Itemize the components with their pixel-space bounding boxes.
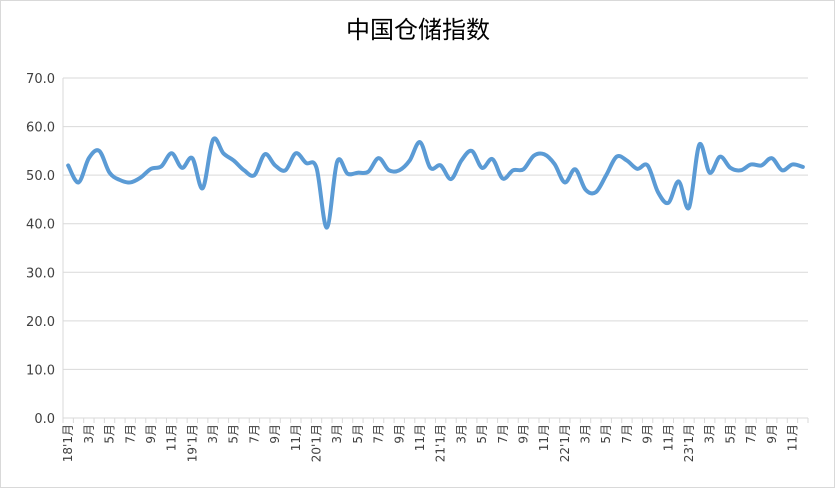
x-tick-label: 9月 bbox=[641, 424, 655, 444]
y-tick-label: 0.0 bbox=[34, 412, 55, 427]
x-tick-label: 11月 bbox=[537, 424, 551, 451]
x-tick-label: 3月 bbox=[703, 424, 717, 444]
x-tick-label: 11月 bbox=[661, 424, 675, 451]
x-tick-label: 7月 bbox=[247, 424, 261, 444]
x-tick-label: 7月 bbox=[620, 424, 634, 444]
x-tick-label: 11月 bbox=[413, 424, 427, 451]
x-tick-label: 3月 bbox=[82, 424, 96, 444]
x-tick-label: 7月 bbox=[744, 424, 758, 444]
x-tick-label: 5月 bbox=[103, 424, 117, 444]
x-tick-label: 5月 bbox=[599, 424, 613, 444]
y-tick-label: 20.0 bbox=[26, 315, 55, 330]
y-tick-label: 30.0 bbox=[26, 266, 55, 281]
x-tick-label: 5月 bbox=[723, 424, 737, 444]
x-tick-label: 7月 bbox=[123, 424, 137, 444]
x-tick-label: 19'1月 bbox=[185, 424, 199, 462]
x-tick-label: 7月 bbox=[496, 424, 510, 444]
x-tick-label: 3月 bbox=[330, 424, 344, 444]
x-tick-label: 9月 bbox=[516, 424, 530, 444]
x-tick-label: 9月 bbox=[765, 424, 779, 444]
x-tick-label: 20'1月 bbox=[310, 424, 324, 462]
x-tick-label: 9月 bbox=[268, 424, 282, 444]
y-tick-label: 70.0 bbox=[26, 72, 55, 87]
data-line bbox=[66, 136, 805, 230]
x-tick-label: 3月 bbox=[454, 424, 468, 444]
x-tick-label: 11月 bbox=[165, 424, 179, 451]
x-tick-label: 7月 bbox=[372, 424, 386, 444]
x-tick-label: 18'1月 bbox=[61, 424, 75, 462]
y-tick-label: 40.0 bbox=[26, 218, 55, 233]
x-tick-label: 5月 bbox=[475, 424, 489, 444]
x-tick-label: 3月 bbox=[206, 424, 220, 444]
x-tick-label: 5月 bbox=[351, 424, 365, 444]
x-tick-label: 3月 bbox=[579, 424, 593, 444]
x-tick-label: 22'1月 bbox=[558, 424, 572, 462]
x-tick-label: 11月 bbox=[289, 424, 303, 451]
x-tick-label: 21'1月 bbox=[434, 424, 448, 462]
y-tick-label: 50.0 bbox=[26, 169, 55, 184]
x-tick-label: 9月 bbox=[392, 424, 406, 444]
x-tick-label: 11月 bbox=[785, 424, 799, 451]
x-tick-label: 23'1月 bbox=[682, 424, 696, 462]
x-tick-label: 9月 bbox=[144, 424, 158, 444]
chart-title: 中国仓储指数 bbox=[346, 16, 490, 44]
y-tick-label: 10.0 bbox=[26, 363, 55, 378]
x-tick-label: 5月 bbox=[227, 424, 241, 444]
y-tick-label: 60.0 bbox=[26, 121, 55, 136]
